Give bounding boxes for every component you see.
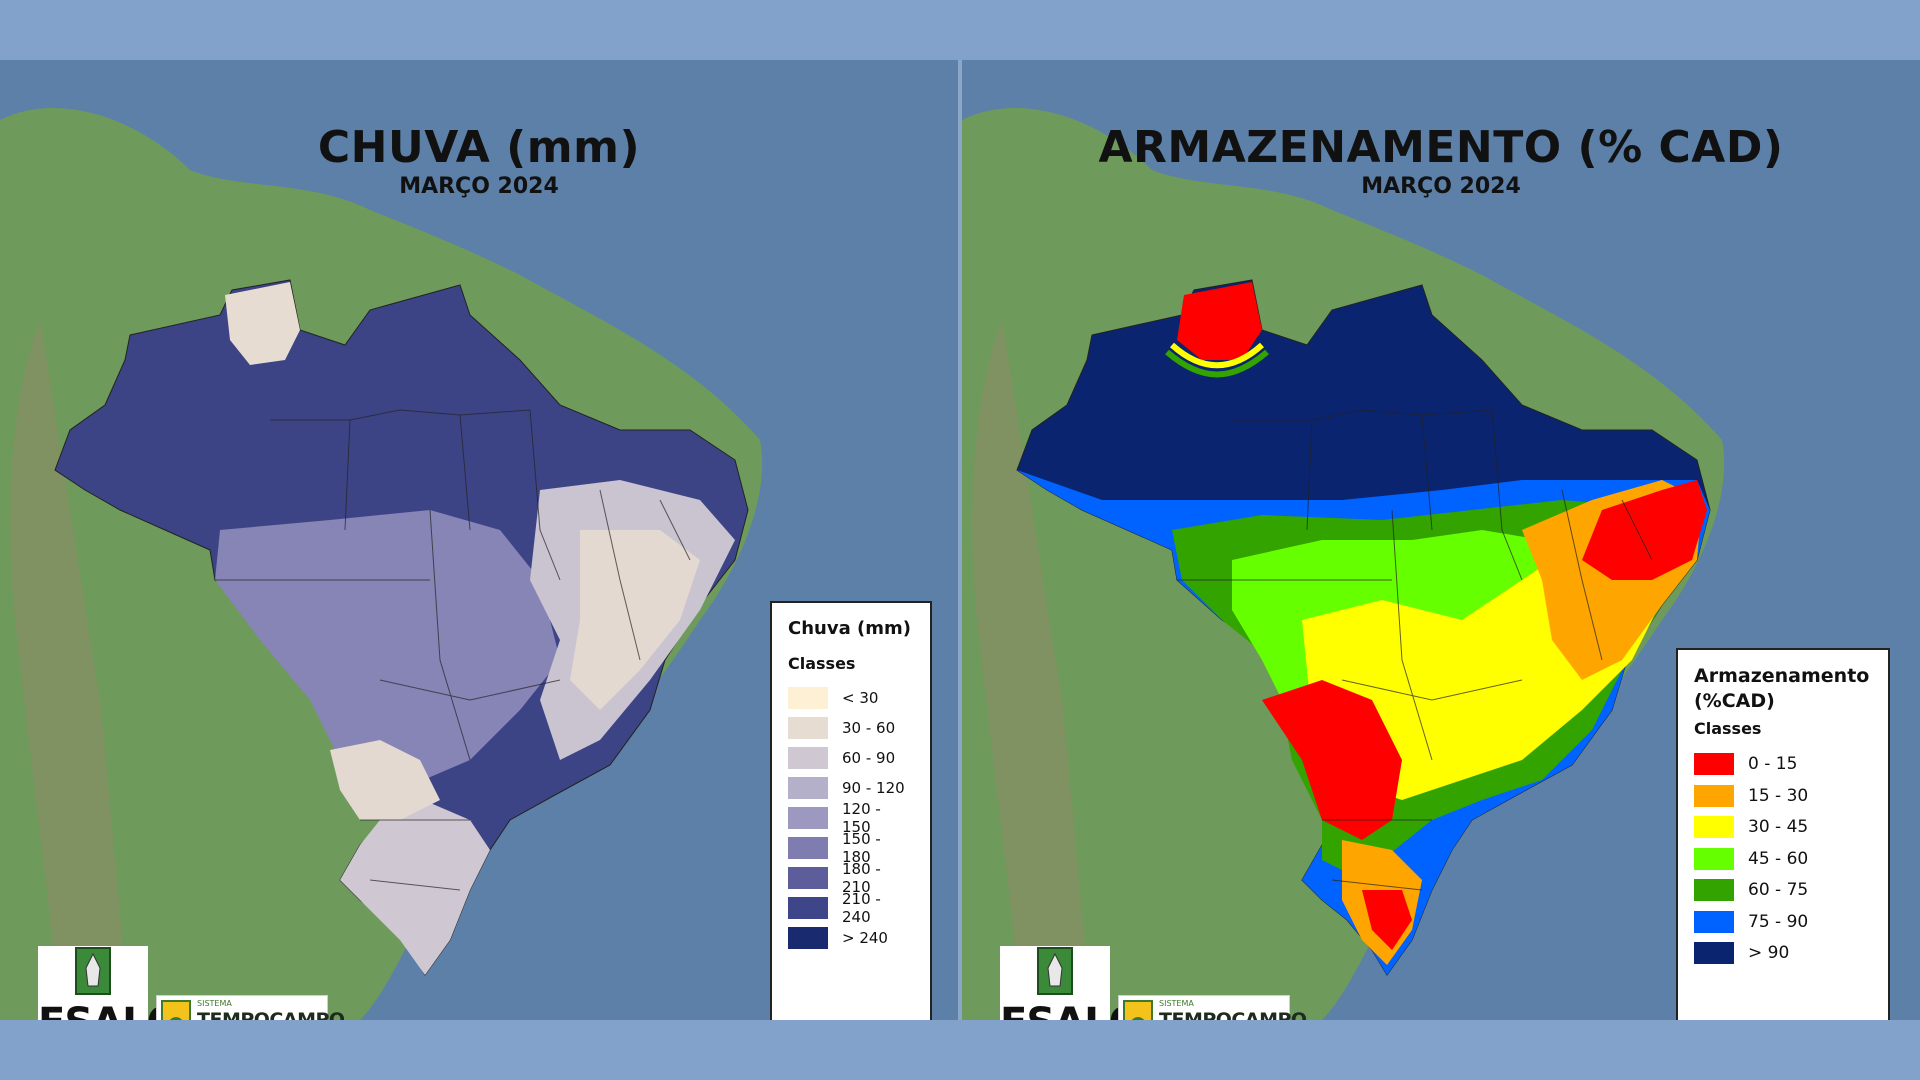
legend-item: 150 - 180 (788, 830, 914, 867)
legend-swatch (788, 897, 828, 920)
legend-item: 0 - 15 (1694, 748, 1872, 780)
legend-swatch (1694, 784, 1734, 807)
legend-swatch (788, 747, 828, 770)
legend-title: Armazenamento (%CAD) (1694, 665, 1870, 712)
legend-item: 90 - 120 (788, 773, 914, 803)
rainfall-legend: Chuva (mm) Classes < 30 30 - 60 60 - 90 90 … (770, 601, 932, 1020)
legend-item-label: 60 - 75 (1748, 880, 1809, 901)
storage-legend: Armazenamento (%CAD) Classes 0 - 15 15 - … (1676, 648, 1890, 1020)
storage-zone-south-red (1362, 890, 1412, 950)
legend-title: Chuva (mm) (788, 618, 911, 639)
legend-items: < 30 30 - 60 60 - 90 90 - 120 120 - 150 150 -… (788, 683, 914, 953)
storage-map (962, 60, 1920, 1020)
storage-map-panel: ARMAZENAMENTO (% CAD) MARÇO 2024 Armazen… (962, 60, 1920, 1020)
tempocampo-logo: SISTEMA TEMPOCAMPO (156, 995, 345, 1020)
map-title: CHUVA (mm) (317, 122, 641, 173)
storage-zone-roraima-ring (1169, 342, 1265, 369)
tempocampo-small-text: SISTEMA (197, 999, 232, 1008)
map-subtitle: MARÇO 2024 (399, 174, 559, 199)
legend-item: 15 - 30 (1694, 780, 1872, 812)
rain-zone-30-60 (570, 530, 700, 710)
legend-swatch (1694, 942, 1734, 965)
legend-item-label: < 30 (842, 689, 879, 708)
legend-swatch (788, 807, 828, 830)
tempocampo-small-text: SISTEMA (1159, 999, 1194, 1008)
andes-ridge (10, 320, 131, 1020)
rainfall-map (0, 60, 958, 1020)
legend-swatch (788, 837, 828, 860)
legend-swatch (1694, 879, 1734, 902)
legend-item: 30 - 45 (1694, 811, 1872, 843)
legend-item: 30 - 60 (788, 713, 914, 743)
esalq-logo-text: ESALQ (1000, 1000, 1143, 1020)
tempocampo-text: TEMPOCAMPO (197, 1009, 345, 1020)
storage-zone-0-15-northeast (1582, 480, 1707, 580)
legend-item: 120 - 150 (788, 800, 914, 837)
legend-item-label: 45 - 60 (1748, 848, 1809, 869)
storage-zone-roraima (1177, 282, 1262, 360)
legend-item-label: 210 - 240 (842, 890, 881, 927)
legend-swatch (788, 687, 828, 710)
storage-zone-0-15-southwest (1262, 680, 1402, 840)
map-subtitle: MARÇO 2024 (1361, 174, 1521, 199)
legend-item-label: > 90 (1748, 943, 1790, 964)
state-boundaries (215, 409, 691, 891)
legend-item: 60 - 90 (788, 743, 914, 773)
legend-classes-label: Classes (788, 654, 856, 674)
legend-item: 210 - 240 (788, 890, 914, 927)
tempocampo-mark-icon (161, 1000, 191, 1020)
legend-item: 45 - 60 (1694, 843, 1872, 875)
legend-item-label: 60 - 90 (842, 749, 896, 768)
tempocampo-text: TEMPOCAMPO (1159, 1009, 1307, 1020)
panel-divider (958, 60, 962, 1020)
legend-classes-label: Classes (1694, 719, 1762, 739)
legend-item-label: 150 - 180 (842, 830, 881, 867)
rain-zone-roraima (225, 282, 300, 365)
map-title: ARMAZENAMENTO (% CAD) (1098, 122, 1784, 173)
legend-swatch (1694, 816, 1734, 839)
legend-item-label: 75 - 90 (1748, 911, 1809, 932)
andes-ridge (972, 320, 1092, 1020)
legend-item: 180 - 210 (788, 860, 914, 897)
legend-item: > 90 (1694, 937, 1872, 969)
legend-item: < 30 (788, 683, 914, 713)
legend-swatch (788, 777, 828, 800)
legend-item-label: > 240 (842, 929, 888, 948)
esalq-logo-text: ESALQ (38, 1000, 181, 1020)
rainfall-map-panel: CHUVA (mm) MARÇO 2024 Chuva (mm) Classes… (0, 60, 958, 1020)
legend-item-label: 180 - 210 (842, 860, 881, 897)
esalq-crest-icon (48, 946, 138, 998)
legend-item: 60 - 75 (1694, 874, 1872, 906)
legend-item-label: 30 - 45 (1748, 817, 1809, 838)
legend-item-label: 30 - 60 (842, 719, 896, 738)
legend-item-label: 15 - 30 (1748, 785, 1809, 806)
legend-item: 75 - 90 (1694, 906, 1872, 938)
rain-zone-southwest (330, 740, 440, 820)
legend-swatch (788, 927, 828, 950)
esalq-crest-icon (1010, 946, 1100, 998)
legend-item: > 240 (788, 923, 914, 953)
esalq-logo: ESALQ (38, 946, 181, 1020)
legend-item-label: 120 - 150 (842, 800, 881, 837)
legend-item-label: 90 - 120 (842, 779, 905, 798)
esalq-logo: ESALQ (1000, 946, 1143, 1020)
legend-swatch (788, 867, 828, 890)
legend-swatch (1694, 753, 1734, 776)
tempocampo-mark-icon (1123, 1000, 1153, 1020)
legend-swatch (1694, 910, 1734, 933)
state-boundaries (1177, 409, 1653, 891)
legend-item-label: 0 - 15 (1748, 754, 1798, 775)
legend-items: 0 - 15 15 - 30 30 - 45 45 - 60 60 - 75 75 - 9… (1694, 748, 1872, 969)
storage-zone-roraima-ring-green (1165, 349, 1269, 378)
legend-swatch (788, 717, 828, 740)
tempocampo-logo: SISTEMA TEMPOCAMPO (1118, 995, 1307, 1020)
legend-swatch (1694, 847, 1734, 870)
